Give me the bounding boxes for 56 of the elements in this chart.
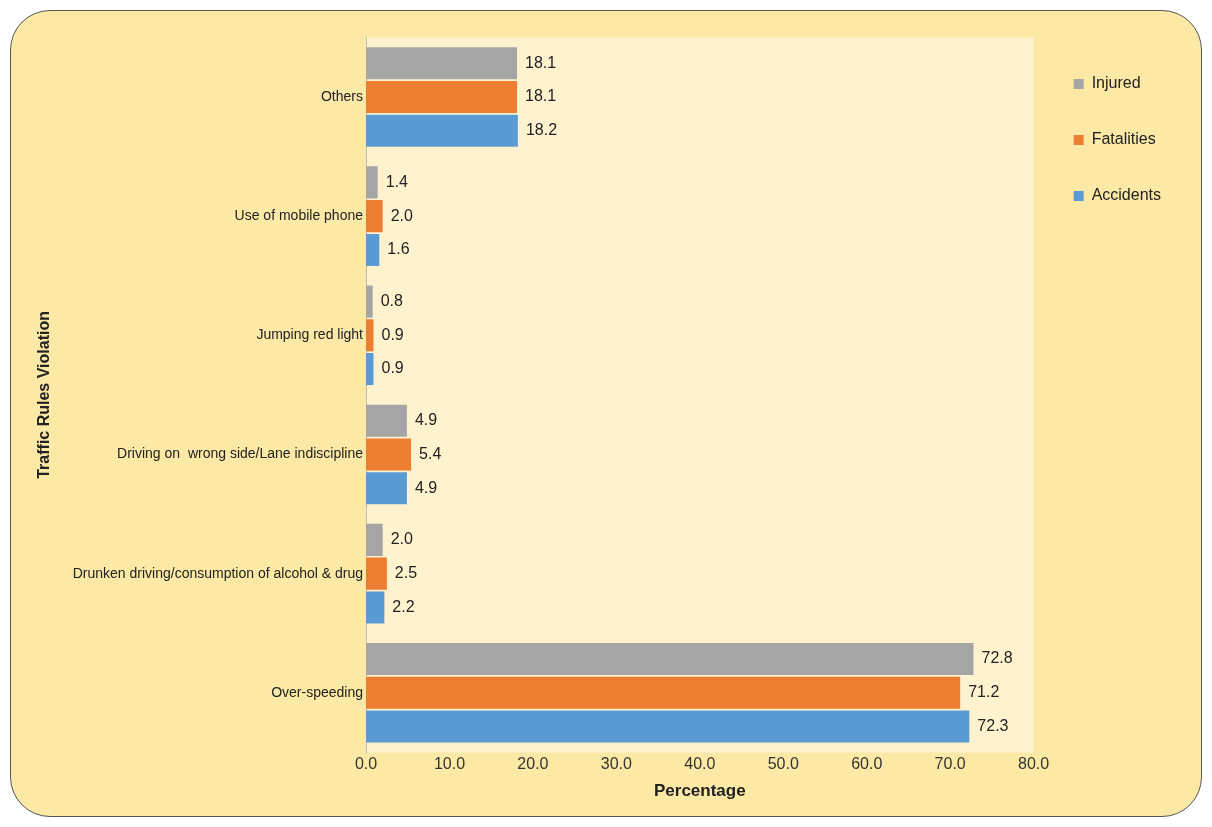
bar [366, 285, 373, 318]
bar [366, 643, 974, 676]
y-tick-label: Others [320, 87, 363, 104]
y-axis-title: Traffic Rules Violation [35, 311, 53, 479]
bar [366, 710, 970, 743]
data-label: 18.1 [525, 53, 557, 71]
x-tick-label: 20.0 [517, 755, 549, 773]
bar [366, 200, 383, 233]
x-tick-label: 0.0 [354, 755, 378, 773]
x-tick-label: 10.0 [433, 755, 466, 773]
x-tick-label: 40.0 [684, 755, 716, 773]
bar [366, 676, 961, 709]
data-label: 18.1 [525, 87, 557, 105]
bar [366, 472, 407, 505]
legend-label: Injured [1091, 74, 1141, 92]
y-tick-label: Use of mobile phone [234, 207, 364, 224]
x-tick-label: 70.0 [934, 755, 966, 773]
legend-label: Accidents [1091, 186, 1162, 204]
data-label: 4.9 [414, 478, 438, 496]
x-tick-label: 80.0 [1018, 755, 1050, 773]
x-tick-label: 60.0 [851, 755, 883, 773]
bar [366, 319, 374, 352]
bar [366, 591, 385, 624]
data-label: 0.8 [380, 291, 404, 309]
bar [366, 523, 383, 556]
data-label: 72.3 [977, 716, 1009, 734]
bar [366, 166, 378, 199]
data-label: 1.6 [387, 240, 410, 258]
data-label: 0.9 [381, 325, 404, 343]
data-label: 2.0 [390, 530, 414, 548]
data-label: 1.4 [385, 172, 409, 190]
data-label: 18.2 [525, 121, 558, 139]
data-label: 2.2 [392, 597, 415, 615]
y-tick-label: Jumping red light [256, 326, 364, 343]
data-label: 2.5 [394, 564, 418, 582]
y-tick-label: Over-speeding [271, 683, 363, 700]
data-label: 4.9 [414, 411, 438, 429]
x-axis-title: Percentage [653, 781, 746, 801]
data-label: 72.8 [981, 649, 1013, 667]
y-tick-label: Driving on wrong side/Lane indiscipline [117, 445, 364, 462]
bar [366, 404, 407, 437]
data-label: 2.0 [390, 206, 414, 224]
data-label: 5.4 [419, 444, 442, 462]
x-tick-label: 50.0 [767, 755, 799, 773]
bar [366, 47, 518, 80]
bar [366, 80, 518, 114]
bar [366, 233, 380, 266]
bar [366, 438, 412, 471]
data-label: 71.2 [968, 683, 1000, 701]
bar [366, 353, 374, 386]
data-label: 0.9 [381, 359, 404, 377]
bar [366, 114, 518, 147]
y-tick-label: Drunken driving/consumption of alcohol & drug [72, 564, 363, 581]
bar [366, 557, 387, 590]
x-tick-label: 30.0 [600, 755, 633, 773]
legend-label: Fatalities [1091, 130, 1156, 148]
